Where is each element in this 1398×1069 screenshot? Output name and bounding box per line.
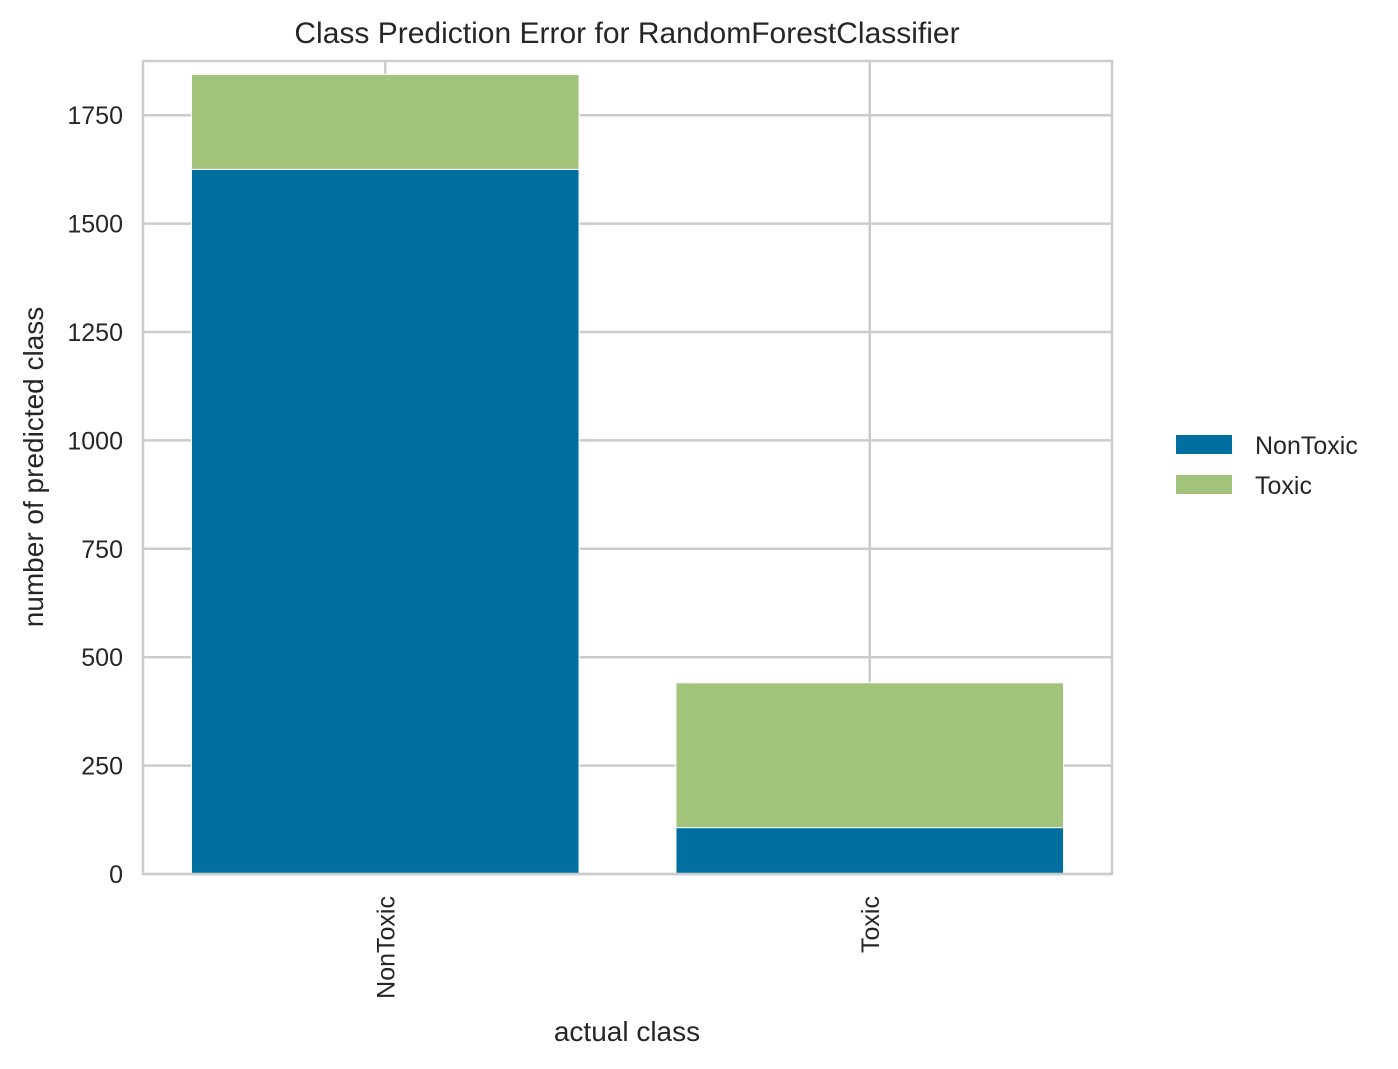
x-axis-ticks: NonToxic Toxic xyxy=(372,896,885,999)
y-axis-label: number of predicted class xyxy=(18,307,49,628)
legend-swatch-toxic xyxy=(1176,475,1232,494)
x-tick-label: NonToxic xyxy=(372,896,400,999)
legend-label-nontoxic: NonToxic xyxy=(1255,432,1358,460)
y-tick-label: 750 xyxy=(81,536,123,564)
chart-title: Class Prediction Error for RandomForestC… xyxy=(294,17,959,50)
bar-segment-toxic-nontoxic xyxy=(190,73,580,170)
bar-segment-toxic-toxic xyxy=(675,682,1065,829)
y-tick-label: 1500 xyxy=(67,211,123,239)
legend: NonToxic Toxic xyxy=(1176,432,1358,500)
x-tick-label: Toxic xyxy=(857,896,885,953)
plot-frame xyxy=(141,59,1114,876)
y-tick-label: 1750 xyxy=(67,102,123,130)
y-axis-ticks: 0 250 500 750 1000 1250 1500 1750 xyxy=(67,102,123,889)
y-tick-label: 500 xyxy=(81,644,123,672)
legend-swatch-nontoxic xyxy=(1176,435,1232,454)
y-tick-label: 1000 xyxy=(67,427,123,455)
bar-segment-nontoxic-toxic xyxy=(675,827,1065,875)
y-tick-label: 250 xyxy=(81,753,123,781)
bar-segment-nontoxic-nontoxic xyxy=(190,168,580,875)
bar-group xyxy=(190,73,1065,875)
legend-label-toxic: Toxic xyxy=(1255,472,1312,500)
y-tick-label: 0 xyxy=(109,861,123,889)
x-axis-label: actual class xyxy=(554,1016,700,1047)
y-tick-label: 1250 xyxy=(67,319,123,347)
